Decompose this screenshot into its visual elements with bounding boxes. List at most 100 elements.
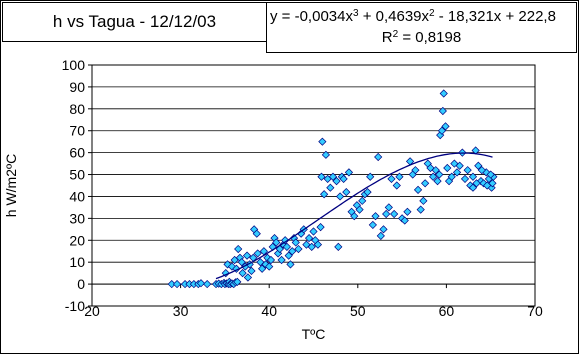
data-point <box>405 157 415 166</box>
data-point <box>371 212 380 221</box>
data-point <box>360 190 369 199</box>
data-point <box>337 172 346 181</box>
data-point <box>447 172 456 181</box>
data-point <box>232 264 241 273</box>
data-point <box>252 229 261 238</box>
data-point <box>180 279 190 289</box>
x-tick-label: 40 <box>261 303 277 319</box>
r-squared: R2 = 0,8198 <box>267 29 576 46</box>
data-point <box>483 181 492 190</box>
data-point <box>326 183 335 192</box>
data-point <box>374 152 383 162</box>
data-point <box>482 168 491 177</box>
data-point <box>479 179 488 188</box>
data-point <box>323 174 332 184</box>
data-point <box>436 131 445 140</box>
data-point <box>392 181 401 190</box>
y-tick-label: 50 <box>69 167 85 183</box>
data-point <box>194 279 203 289</box>
data-point <box>384 203 393 212</box>
data-point <box>235 253 245 262</box>
data-point <box>227 279 237 288</box>
data-point <box>358 196 367 205</box>
data-point <box>489 172 498 181</box>
data-point <box>243 273 253 282</box>
y-tick-label: 0 <box>77 276 85 292</box>
data-point <box>266 255 276 265</box>
data-point <box>318 137 327 146</box>
y-tick-label: 10 <box>69 254 85 270</box>
data-point <box>466 181 475 190</box>
data-point <box>321 150 330 159</box>
data-point <box>335 192 345 201</box>
data-point <box>238 269 247 278</box>
data-point <box>294 244 303 254</box>
data-point <box>421 179 430 188</box>
data-point <box>311 236 320 245</box>
chart-title-box: h vs Tagua - 12/12/03 <box>2 2 267 42</box>
data-point <box>237 258 246 267</box>
data-point <box>474 161 483 170</box>
data-point <box>222 279 231 288</box>
y-tick-label: 30 <box>69 210 85 226</box>
data-point <box>247 266 256 276</box>
data-point <box>249 253 258 262</box>
data-point <box>234 244 243 254</box>
data-point <box>299 225 308 234</box>
data-point <box>347 207 356 216</box>
data-point <box>219 278 229 288</box>
data-point <box>468 172 478 181</box>
data-point <box>455 161 464 170</box>
data-point <box>241 262 250 271</box>
data-point <box>334 242 343 251</box>
data-point <box>167 279 176 289</box>
data-point <box>463 166 472 175</box>
data-point <box>214 279 223 288</box>
data-point <box>313 240 323 249</box>
data-point <box>363 187 372 197</box>
r2-letter: R <box>381 29 393 46</box>
y-tick-label: 90 <box>69 79 85 95</box>
x-axis-label: TºC <box>302 326 326 342</box>
data-point <box>258 264 267 273</box>
data-point <box>431 166 440 175</box>
data-point <box>460 174 470 184</box>
x-tick-label: 60 <box>439 303 455 319</box>
y-tick-label: -10 <box>65 298 85 314</box>
data-point <box>368 220 377 230</box>
data-point <box>320 190 329 199</box>
y-tick-label: 100 <box>62 57 86 73</box>
data-point <box>452 168 462 177</box>
data-point <box>250 225 259 234</box>
data-point <box>438 106 447 116</box>
data-point <box>275 244 284 254</box>
data-point <box>352 201 362 210</box>
data-point <box>476 177 486 186</box>
eq-part-2: + 0,4639x <box>358 8 430 25</box>
data-point <box>231 278 240 287</box>
y-tick-label: 20 <box>69 232 85 248</box>
data-point <box>261 260 270 269</box>
data-point <box>350 212 359 221</box>
data-point <box>426 163 435 173</box>
data-point <box>282 242 292 251</box>
y-tick-label: 70 <box>69 123 85 139</box>
data-point <box>435 170 444 179</box>
data-point <box>450 159 459 168</box>
data-point <box>270 233 279 243</box>
data-point <box>439 89 448 98</box>
data-point <box>221 269 230 278</box>
data-point <box>342 187 351 197</box>
data-point <box>471 146 480 155</box>
data-point <box>256 258 265 267</box>
eq-part-1: y = -0,0034x <box>270 8 353 25</box>
data-point <box>196 279 206 288</box>
data-point <box>220 279 229 289</box>
data-point <box>355 205 364 214</box>
data-point <box>317 172 326 181</box>
y-axis-label: h W/m2ºC <box>3 154 19 217</box>
data-point <box>189 279 198 289</box>
data-point <box>441 122 450 131</box>
